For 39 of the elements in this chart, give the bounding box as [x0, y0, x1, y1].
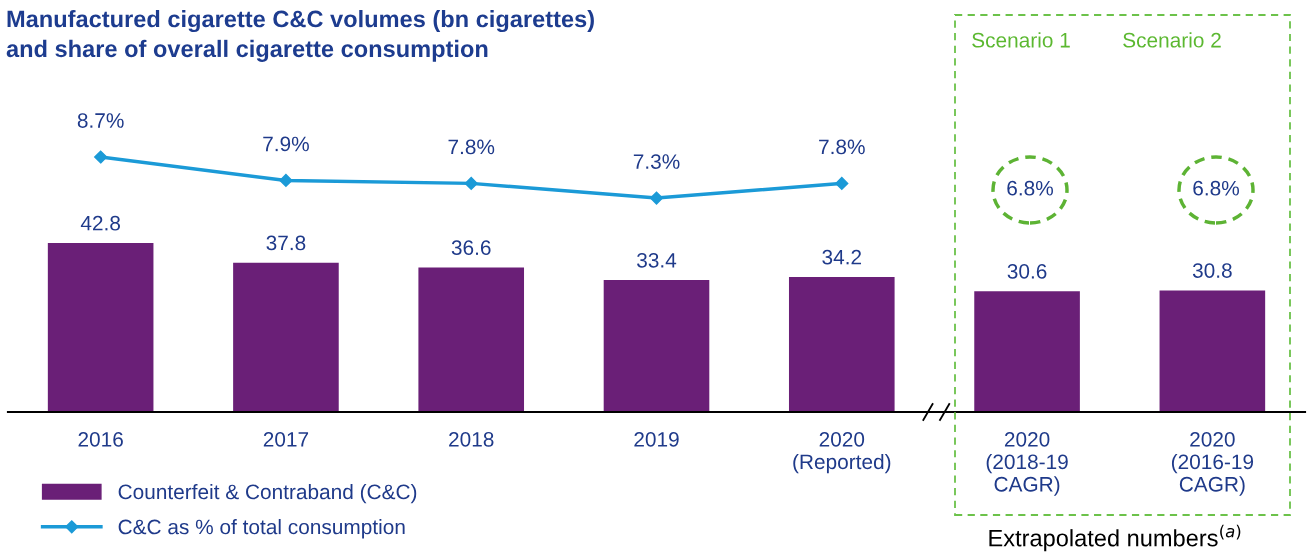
x-tick-label: 2020 (2016-19 CAGR): [1171, 431, 1254, 496]
bar: [603, 280, 710, 412]
point: [94, 150, 108, 164]
data-label: 37.8: [266, 235, 306, 251]
bar: [974, 291, 1080, 412]
data-label: 33.4: [637, 252, 677, 268]
x-tick-label: 2017: [263, 431, 309, 447]
x-tick-label: 2020 (Reported): [793, 431, 891, 474]
legend-label: Counterfeit & Contraband (C&C): [118, 483, 417, 504]
data-label: 7.8%: [448, 139, 495, 155]
data-label: 30.6: [1007, 263, 1047, 279]
point: [649, 191, 664, 205]
data-label: 7.3%: [633, 154, 680, 169]
x-tick-label: 2016: [78, 431, 123, 447]
bar: [418, 267, 525, 412]
annotation: 6.8%: [1193, 180, 1239, 196]
data-label: 30.8: [1192, 263, 1232, 278]
data-label: 34.2: [822, 249, 862, 265]
bar: [233, 262, 339, 412]
annotation: 6.8%: [1007, 180, 1053, 196]
x-tick-label: 2018: [449, 431, 494, 447]
text: Extrapolated numbers$^{(a)}$: [989, 524, 1241, 552]
x-tick-label: 2019: [634, 431, 679, 447]
text: Scenario 2: [1123, 32, 1221, 48]
point: [279, 173, 293, 188]
x-tick-label: 2020 (2018-19 CAGR): [986, 431, 1068, 496]
data-label: 8.7%: [77, 113, 124, 128]
data-label: 36.6: [451, 240, 491, 256]
bar: [788, 276, 895, 412]
bar: [47, 243, 154, 412]
chart-title: Manufactured cigarette C&C volumes (bn cigarettes) and share of overall cigarette consumption: [6, 10, 594, 62]
data-label: 7.8%: [819, 139, 865, 155]
text: Scenario 1: [972, 32, 1070, 48]
point: [464, 176, 478, 190]
point: [835, 176, 849, 190]
data-label: 42.8: [80, 215, 121, 231]
legend-label: C&C as % of total consumption: [118, 519, 405, 539]
data-label: 7.9%: [263, 136, 309, 152]
bar: [1159, 290, 1266, 412]
